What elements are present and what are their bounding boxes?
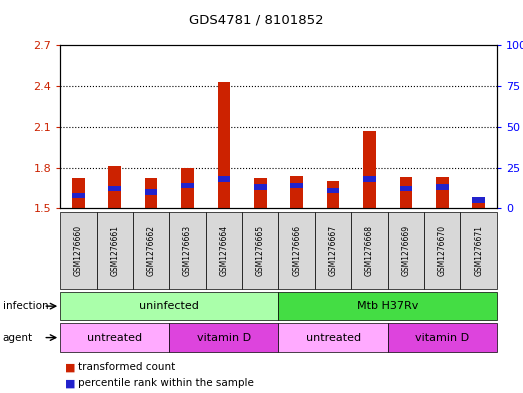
Bar: [472, 197, 485, 208]
Text: GSM1276661: GSM1276661: [110, 225, 119, 276]
Bar: [327, 181, 339, 208]
Bar: [472, 197, 485, 203]
Bar: [290, 176, 303, 208]
Text: GSM1276667: GSM1276667: [328, 225, 337, 276]
Bar: [72, 178, 85, 208]
Bar: [436, 177, 449, 208]
Bar: [218, 82, 230, 208]
Text: GSM1276665: GSM1276665: [256, 225, 265, 276]
Text: GSM1276670: GSM1276670: [438, 225, 447, 276]
Bar: [327, 187, 339, 193]
Bar: [145, 189, 157, 195]
Bar: [254, 178, 267, 208]
Text: GSM1276668: GSM1276668: [365, 225, 374, 276]
Bar: [254, 184, 267, 190]
Bar: [181, 183, 194, 188]
Bar: [363, 176, 376, 182]
Text: GSM1276662: GSM1276662: [146, 225, 156, 276]
Text: uninfected: uninfected: [140, 301, 199, 311]
Bar: [181, 167, 194, 208]
Bar: [108, 166, 121, 208]
Text: ■: ■: [65, 362, 76, 373]
Text: untreated: untreated: [87, 332, 142, 343]
Text: infection: infection: [3, 301, 48, 311]
Text: vitamin D: vitamin D: [197, 332, 251, 343]
Text: GSM1276669: GSM1276669: [401, 225, 411, 276]
Text: untreated: untreated: [305, 332, 361, 343]
Text: GDS4781 / 8101852: GDS4781 / 8101852: [189, 14, 324, 27]
Text: GSM1276663: GSM1276663: [183, 225, 192, 276]
Text: percentile rank within the sample: percentile rank within the sample: [78, 378, 254, 388]
Bar: [145, 178, 157, 208]
Text: vitamin D: vitamin D: [415, 332, 469, 343]
Text: ■: ■: [65, 378, 76, 388]
Text: GSM1276666: GSM1276666: [292, 225, 301, 276]
Text: GSM1276671: GSM1276671: [474, 225, 483, 276]
Bar: [108, 186, 121, 191]
Bar: [363, 131, 376, 208]
Bar: [400, 186, 412, 191]
Text: Mtb H37Rv: Mtb H37Rv: [357, 301, 418, 311]
Bar: [218, 176, 230, 182]
Text: agent: agent: [3, 332, 33, 343]
Bar: [290, 183, 303, 188]
Bar: [72, 193, 85, 198]
Text: GSM1276660: GSM1276660: [74, 225, 83, 276]
Bar: [400, 177, 412, 208]
Text: GSM1276664: GSM1276664: [220, 225, 229, 276]
Bar: [436, 184, 449, 190]
Text: transformed count: transformed count: [78, 362, 176, 373]
